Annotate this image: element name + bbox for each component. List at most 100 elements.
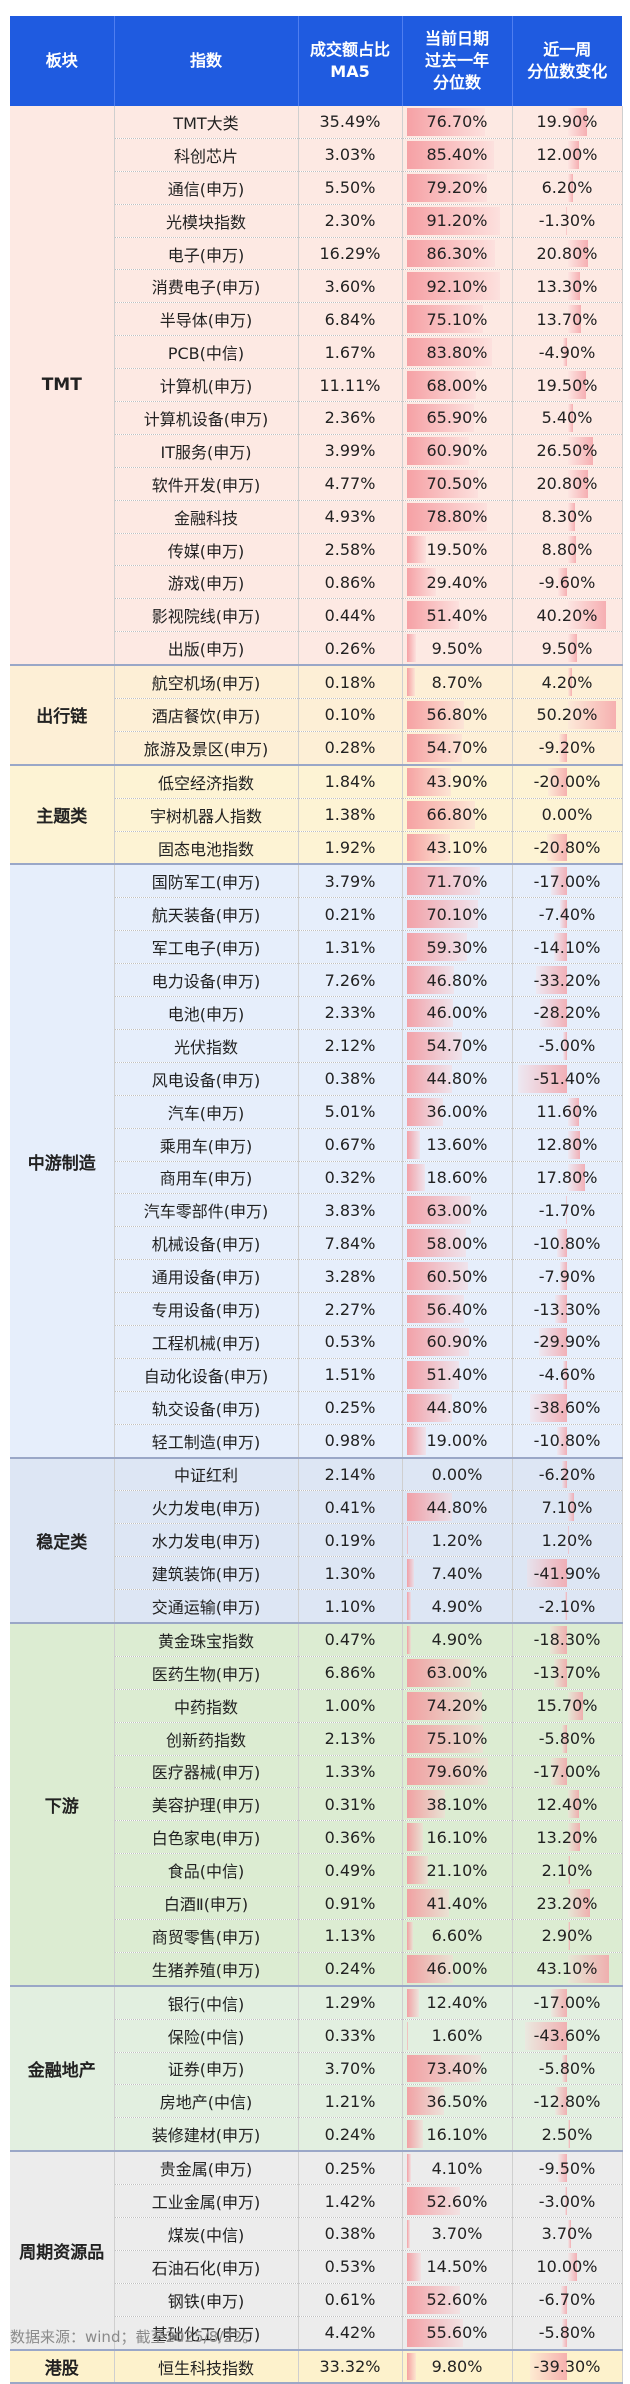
index-name: 宇树机器人指数 [114,798,299,832]
weekly-change-value: -6.20% [538,1464,596,1484]
percentile-value: 91.20% [426,211,488,231]
weekly-change-bar [567,668,572,697]
weekly-change-bar [535,966,568,995]
index-name: 生猪养殖(申万) [114,1952,299,1987]
weekly-change-value: 23.20% [536,1893,598,1913]
weekly-change-cell: -9.50% [512,2151,623,2186]
turnover-value: 0.38% [298,1062,403,1096]
percentile-bar [406,272,501,301]
percentile-value: 16.10% [426,1827,488,1847]
index-name: 美容护理(申万) [114,1787,299,1822]
percentile-cell: 78.80% [402,500,513,534]
weekly-change-bar [567,1856,570,1885]
turnover-value: 0.26% [298,631,403,667]
percentile-value: 0.00% [431,1464,483,1484]
percentile-bar [406,767,452,796]
percentile-cell: 44.80% [402,1062,513,1096]
percentile-bar [406,1757,488,1786]
weekly-change-bar [567,1526,569,1555]
weekly-change-value: 20.80% [536,474,598,494]
turnover-value: 3.60% [298,269,403,304]
weekly-change-cell: -13.70% [512,1656,623,1690]
percentile-bar [406,108,485,136]
percentile-bar [406,1295,465,1323]
percentile-value: 65.90% [426,408,488,428]
turnover-value: 1.42% [298,2184,403,2218]
index-name: 食品(中信) [114,1853,299,1888]
percentile-cell: 16.10% [402,1820,513,1855]
turnover-value: 0.47% [298,1622,403,1657]
percentile-cell: 63.00% [402,1656,513,1690]
weekly-change-value: 19.90% [536,112,598,132]
percentile-value: 9.80% [431,2357,483,2376]
percentile-bar [406,2054,482,2083]
weekly-change-cell: -3.00% [512,2184,623,2218]
percentile-bar [406,404,474,432]
percentile-value: 46.00% [426,1003,488,1023]
table-row: 出行链 航空机场(申万) 0.18% 8.70% 4.20% [10,665,623,766]
weekly-change-bar [553,933,568,962]
percentile-bar [406,1426,426,1455]
turnover-value: 0.33% [298,2019,403,2053]
table-row: 生猪养殖(申万) 0.24% 46.00% 43.10% [10,1952,623,1987]
percentile-bar [406,173,488,202]
percentile-bar [406,568,437,597]
weekly-change-value: -33.20% [533,970,601,990]
percentile-cell: 86.30% [402,237,513,271]
data-source-note: 数据来源：wind；截至2025/8/22。 [10,2328,258,2346]
index-name: 固态电池指数 [114,831,299,866]
index-name: 白酒Ⅱ(申万) [114,1886,299,1920]
weekly-change-bar [540,999,568,1027]
index-name: 商用车(申万) [114,1161,299,1195]
index-name: 工业金属(申万) [114,2184,299,2218]
index-name: 航天装备(申万) [114,897,299,932]
percentile-bar [406,2252,422,2281]
percentile-cell: 43.90% [402,764,513,799]
weekly-change-value: 13.20% [536,1827,598,1847]
index-name: 低空经济指数 [114,764,299,799]
percentile-value: 59.30% [426,937,488,957]
weekly-change-bar [567,1823,581,1852]
index-name: 中证红利 [114,1457,299,1492]
percentile-bar [406,239,495,268]
percentile-bar [406,1393,453,1422]
weekly-change-value: 26.50% [536,441,598,461]
percentile-cell: 13.60% [402,1128,513,1162]
percentile-bar [406,2021,409,2050]
weekly-change-bar [567,1691,583,1720]
index-name: 轨交设备(申万) [114,1391,299,1425]
weekly-change-bar [567,1097,579,1126]
weekly-change-cell: -4.90% [512,335,623,370]
percentile-bar [406,1031,463,1060]
percentile-cell: 36.50% [402,2084,513,2119]
table-row: 港股 恒生科技指数 33.32% 9.80% -39.30% [10,2349,623,2384]
weekly-change-bar [551,1988,568,2017]
table-row: 通用设备(申万) 3.28% 60.50% -7.90% [10,1259,623,1294]
percentile-cell: 14.50% [402,2250,513,2284]
percentile-cell: 79.20% [402,171,513,205]
weekly-change-bar [554,1295,568,1323]
weekly-change-value: 5.40% [541,408,593,428]
percentile-value: 63.00% [426,1200,488,1220]
turnover-value: 0.67% [298,1128,403,1162]
weekly-change-bar [557,1229,568,1258]
percentile-cell: 16.10% [402,2117,513,2153]
percentile-value: 83.80% [426,342,488,362]
weekly-change-bar [564,2187,568,2215]
weekly-change-cell: 3.70% [512,2217,623,2251]
weekly-change-value: -29.90% [533,1332,601,1352]
turnover-value: 1.29% [298,1985,403,2020]
percentile-value: 58.00% [426,1233,488,1253]
percentile-cell: 43.10% [402,831,513,866]
percentile-cell: 75.10% [402,302,513,337]
weekly-change-bar [567,2252,578,2281]
percentile-value: 43.10% [426,838,488,858]
sector-label: 稳定类 [10,1457,115,1624]
weekly-change-bar [567,1493,575,1522]
weekly-change-cell: 20.80% [512,467,623,501]
weekly-change-value: -10.80% [533,1233,601,1253]
turnover-value: 0.36% [298,1820,403,1855]
weekly-change-cell: 9.50% [512,631,623,667]
percentile-cell: 92.10% [402,269,513,304]
percentile-value: 1.60% [431,2026,483,2046]
